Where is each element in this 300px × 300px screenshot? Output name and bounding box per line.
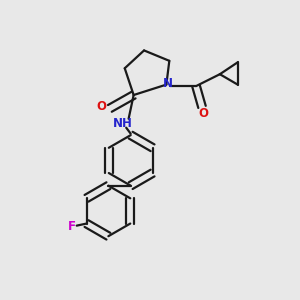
Text: O: O: [97, 100, 106, 113]
Text: N: N: [163, 76, 173, 90]
Text: F: F: [68, 220, 76, 233]
Text: O: O: [199, 107, 208, 120]
Text: NH: NH: [113, 117, 133, 130]
